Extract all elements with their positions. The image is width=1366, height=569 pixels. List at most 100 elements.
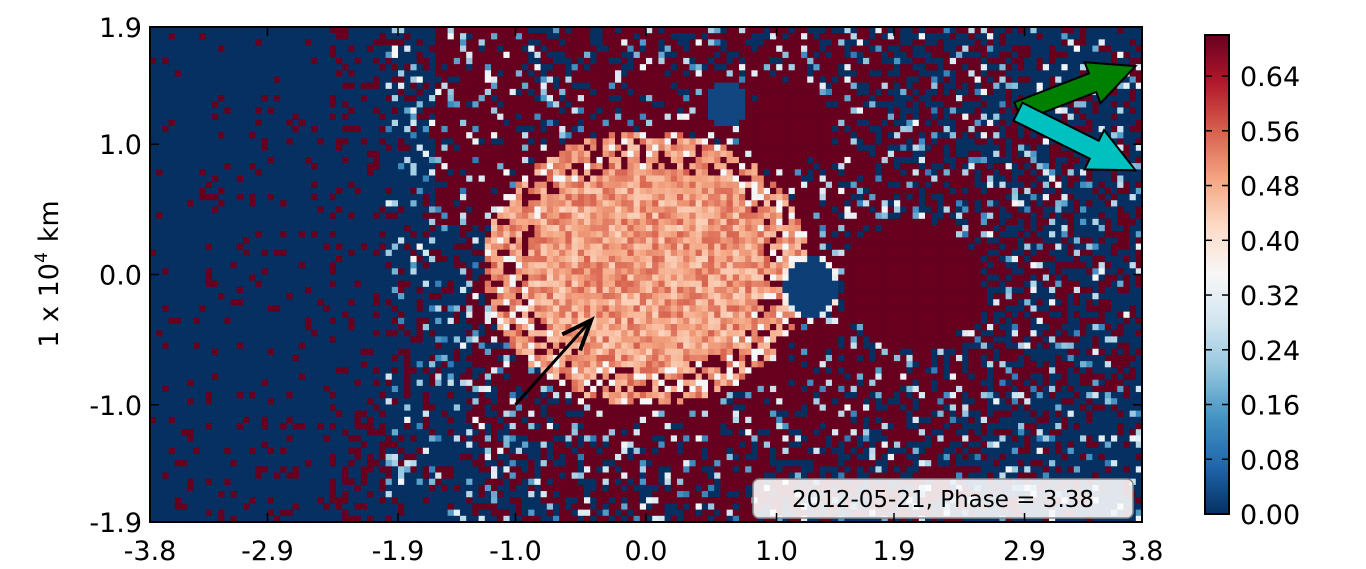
heatmap-cell <box>974 33 982 40</box>
heatmap-cell <box>323 175 331 182</box>
heatmap-cell <box>336 144 343 152</box>
heatmap-cell <box>311 95 318 102</box>
heatmap-cell <box>801 27 808 34</box>
heatmap-cell <box>311 27 318 34</box>
heatmap-cell <box>987 212 994 220</box>
heatmap-cell <box>559 76 566 83</box>
heatmap-cell <box>466 64 473 71</box>
heatmap-cell <box>212 76 219 83</box>
heatmap-cell <box>763 39 771 46</box>
heatmap-cell <box>571 107 579 114</box>
heatmap-cell <box>528 187 535 195</box>
heatmap-cell <box>869 70 876 77</box>
heatmap-cell <box>174 212 182 220</box>
heatmap-cell <box>677 212 684 220</box>
heatmap-cell <box>472 212 479 220</box>
heatmap-cell <box>379 107 386 114</box>
heatmap-cell <box>794 212 802 220</box>
heatmap-cell <box>1042 76 1050 83</box>
heatmap-cell <box>825 57 833 65</box>
heatmap-cell <box>354 132 362 139</box>
heatmap-cell <box>410 200 417 207</box>
heatmap-cell <box>491 132 498 139</box>
heatmap-cell <box>739 64 746 71</box>
heatmap-cell <box>484 45 492 53</box>
heatmap-cell <box>348 175 355 182</box>
heatmap-cell <box>869 51 876 59</box>
heatmap-cell <box>1005 45 1013 53</box>
heatmap-cell <box>937 57 944 65</box>
heatmap-cell <box>974 212 982 220</box>
heatmap-cell <box>267 187 275 195</box>
heatmap-cell <box>881 126 889 133</box>
heatmap-cell <box>993 33 1000 40</box>
heatmap-cell <box>1036 163 1044 170</box>
heatmap-cell <box>546 132 554 139</box>
heatmap-cell <box>267 169 275 176</box>
heatmap-cell <box>596 169 603 176</box>
heatmap-cell <box>571 70 579 77</box>
heatmap-cell <box>1061 57 1068 65</box>
heatmap-cell <box>150 119 157 127</box>
heatmap-cell <box>323 144 331 152</box>
heatmap-cell <box>472 169 479 176</box>
heatmap-cell <box>906 144 913 152</box>
heatmap-cell <box>639 45 647 53</box>
heatmap-cell <box>788 156 796 164</box>
heatmap-cell <box>249 113 256 121</box>
heatmap-cell <box>720 138 727 145</box>
heatmap-cell <box>317 169 324 176</box>
heatmap-cell <box>670 175 678 182</box>
heatmap-cell <box>832 95 839 102</box>
heatmap-cell <box>274 175 281 182</box>
heatmap-cell <box>174 27 182 34</box>
heatmap-cell <box>391 187 399 195</box>
heatmap-cell <box>689 175 696 182</box>
heatmap-cell <box>323 57 331 65</box>
heatmap-cell <box>770 126 777 133</box>
heatmap-cell <box>540 27 548 34</box>
heatmap-cell <box>553 51 560 59</box>
heatmap-cell <box>757 45 765 53</box>
heatmap-cell <box>410 212 417 220</box>
heatmap-cell <box>745 150 752 158</box>
heatmap-cell <box>757 144 765 152</box>
heatmap-cell <box>943 150 951 158</box>
heatmap-cell <box>1092 132 1099 139</box>
heatmap-cell <box>980 212 988 220</box>
heatmap-cell <box>1005 126 1013 133</box>
heatmap-cell <box>1135 200 1142 207</box>
heatmap-cell <box>1098 101 1106 108</box>
heatmap-cell <box>1030 163 1037 170</box>
heatmap-cell <box>658 156 665 164</box>
heatmap-cell <box>472 126 479 133</box>
heatmap-cell <box>937 138 944 145</box>
heatmap-cell <box>404 88 411 96</box>
heatmap-cell <box>1018 187 1025 195</box>
heatmap-cell <box>732 200 740 207</box>
heatmap-cell <box>1092 101 1099 108</box>
heatmap-cell <box>732 126 740 133</box>
heatmap-cell <box>336 150 343 158</box>
heatmap-cell <box>497 187 504 195</box>
heatmap-cell <box>1073 51 1081 59</box>
heatmap-cell <box>751 138 758 145</box>
heatmap-cell <box>236 150 244 158</box>
heatmap-cell <box>602 76 610 83</box>
heatmap-cell <box>1005 51 1013 59</box>
heatmap-cell <box>571 45 579 53</box>
heatmap-cell <box>311 64 318 71</box>
heatmap-cell <box>478 181 486 189</box>
heatmap-cell <box>317 150 324 158</box>
heatmap-cell <box>708 200 715 207</box>
heatmap-cell <box>404 187 411 195</box>
heatmap-cell <box>577 113 585 121</box>
heatmap-cell <box>627 101 634 108</box>
heatmap-cell <box>726 181 734 189</box>
heatmap-cell <box>1129 95 1137 102</box>
heatmap-cell <box>844 187 851 195</box>
heatmap-cell <box>1005 101 1013 108</box>
heatmap-cell <box>1135 107 1142 114</box>
heatmap-cell <box>943 119 951 127</box>
heatmap-cell <box>466 95 473 102</box>
